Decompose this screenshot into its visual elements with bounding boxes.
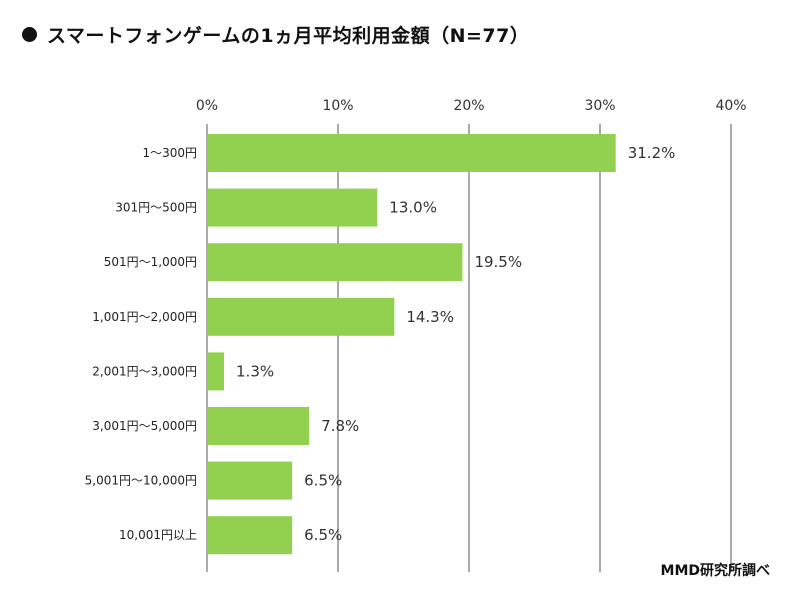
- data-label: 31.2%: [628, 144, 676, 162]
- category-label: 1～300円: [142, 146, 197, 160]
- data-labels: 31.2% 13.0% 19.5% 14.3% 1.3% 7.8% 6.5% 6.5%: [236, 144, 675, 544]
- x-tick-label: 20%: [453, 98, 484, 114]
- bar: [207, 134, 616, 172]
- data-label: 19.5%: [474, 253, 522, 271]
- bar: [207, 516, 293, 555]
- x-tick-label: 0%: [196, 98, 218, 114]
- x-tick-label: 30%: [584, 98, 615, 114]
- data-label: 7.8%: [321, 417, 359, 435]
- category-label: 10,001円以上: [119, 528, 197, 542]
- bar: [207, 188, 378, 227]
- data-label: 13.0%: [389, 199, 437, 217]
- bar: [207, 461, 293, 500]
- data-label: 6.5%: [304, 526, 342, 544]
- data-label: 6.5%: [304, 472, 342, 490]
- title-bullet-icon: [22, 26, 37, 42]
- bar: [207, 407, 310, 445]
- chart-title: スマートフォンゲームの1ヵ月平均利用金額（N=77）: [47, 24, 530, 47]
- category-label: 5,001円～10,000円: [85, 474, 197, 488]
- source-note: MMD研究所調べ: [660, 563, 770, 579]
- x-tick-label: 40%: [715, 98, 746, 114]
- x-axis-ticks: 0% 10% 20% 30% 40%: [196, 98, 747, 114]
- bar: [207, 243, 463, 282]
- category-labels: 1～300円 301円～500円 501円～1,000円 1,001円～2,000円 2…: [85, 146, 197, 542]
- category-label: 501円～1,000円: [104, 255, 197, 269]
- category-label: 1,001円～2,000円: [92, 310, 197, 324]
- category-label: 2,001円～3,000円: [92, 364, 197, 378]
- x-tick-label: 10%: [322, 98, 353, 114]
- bars: [207, 134, 616, 555]
- category-label: 3,001円～5,000円: [92, 419, 197, 433]
- chart-title-row: スマートフォンゲームの1ヵ月平均利用金額（N=77）: [22, 20, 529, 48]
- bar: [207, 297, 395, 336]
- bar: [207, 352, 225, 391]
- data-label: 1.3%: [236, 362, 274, 380]
- data-label: 14.3%: [406, 308, 454, 326]
- category-label: 301円～500円: [115, 201, 197, 215]
